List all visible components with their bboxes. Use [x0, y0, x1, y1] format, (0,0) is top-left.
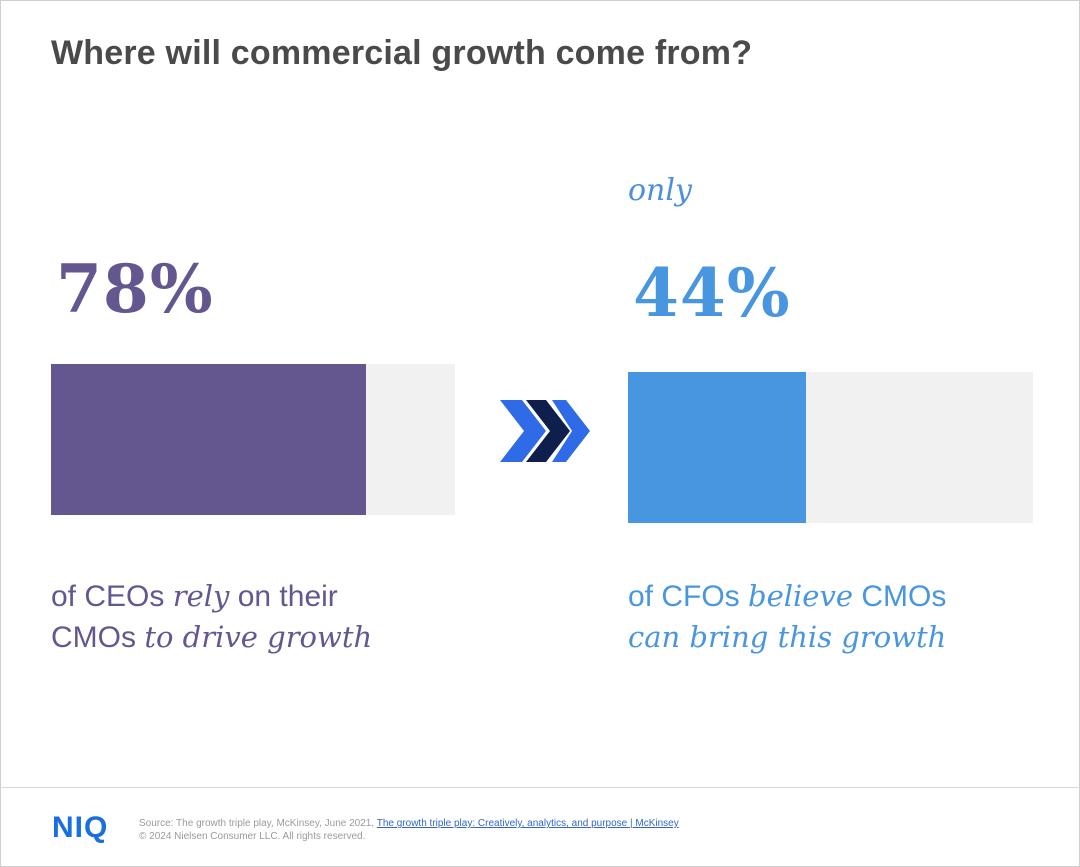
- ceo-caption-line2: CMOs: [51, 621, 145, 654]
- chevron-light-back: [500, 400, 546, 462]
- niq-logo: NIQ: [52, 811, 109, 844]
- double-chevron-right-icon: [500, 400, 590, 462]
- cfo-caption-mid: CMOs: [853, 580, 947, 613]
- ceo-caption: of CEOs rely on their CMOs to drive grow…: [51, 576, 372, 658]
- cfo-bar-track: [628, 372, 1033, 523]
- ceo-caption-pre: of CEOs: [51, 580, 173, 613]
- source-note: Source: The growth triple play, McKinsey…: [139, 817, 679, 843]
- ceo-caption-emphasis-rely: rely: [172, 579, 230, 613]
- ceo-bar-track: [51, 364, 455, 515]
- cfo-bar-fill: [628, 372, 807, 523]
- cfo-percent-label: 44%: [633, 254, 791, 332]
- cfo-caption-emphasis-believe: believe: [748, 579, 853, 613]
- cfo-caption-emphasis-bring: can bring this growth: [628, 620, 947, 654]
- footer-divider: [0, 787, 1080, 788]
- ceo-bar-fill: [51, 364, 367, 515]
- ceo-percent-label: 78%: [56, 250, 214, 328]
- copyright-text: © 2024 Nielsen Consumer LLC. All rights …: [139, 831, 366, 842]
- chevron-dark-middle: [526, 400, 570, 462]
- source-text: Source: The growth triple play, McKinsey…: [139, 818, 377, 829]
- cfo-caption-pre: of CFOs: [628, 580, 749, 613]
- chevron-light-front: [552, 400, 590, 462]
- ceo-caption-emphasis-drive: to drive growth: [144, 620, 373, 654]
- page-title: Where will commercial growth come from?: [51, 34, 753, 72]
- ceo-caption-mid: on their: [229, 580, 338, 613]
- only-qualifier: only: [628, 173, 692, 208]
- source-link[interactable]: The growth triple play: Creatively, anal…: [376, 818, 679, 829]
- cfo-caption: of CFOs believe CMOs can bring this grow…: [628, 576, 946, 658]
